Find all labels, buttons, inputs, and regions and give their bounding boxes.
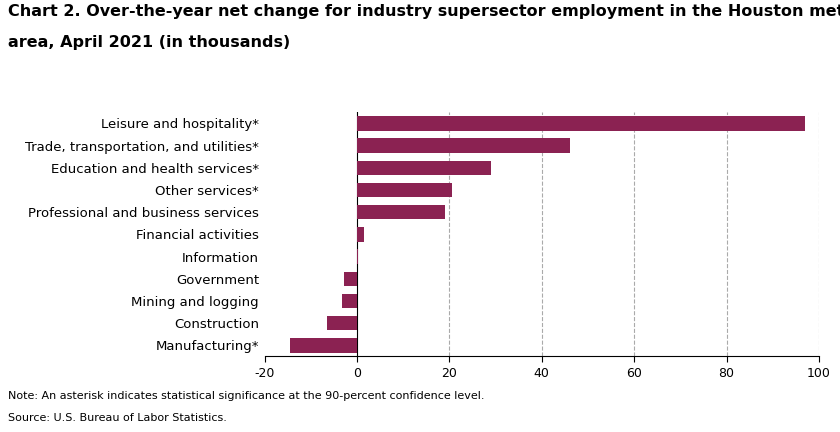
Text: Source: U.S. Bureau of Labor Statistics.: Source: U.S. Bureau of Labor Statistics. [8,413,228,422]
Bar [327,316,357,330]
Bar [357,116,805,130]
Bar [357,205,445,219]
Bar [357,138,570,153]
Bar [342,294,357,308]
Bar [357,249,359,264]
Text: area, April 2021 (in thousands): area, April 2021 (in thousands) [8,35,291,50]
Bar [357,161,491,175]
Bar [344,272,357,286]
Bar [357,227,364,241]
Bar [357,183,452,197]
Text: Chart 2. Over-the-year net change for industry supersector employment in the Hou: Chart 2. Over-the-year net change for in… [8,4,840,19]
Text: Note: An asterisk indicates statistical significance at the 90-percent confidenc: Note: An asterisk indicates statistical … [8,391,485,401]
Bar [290,338,357,353]
